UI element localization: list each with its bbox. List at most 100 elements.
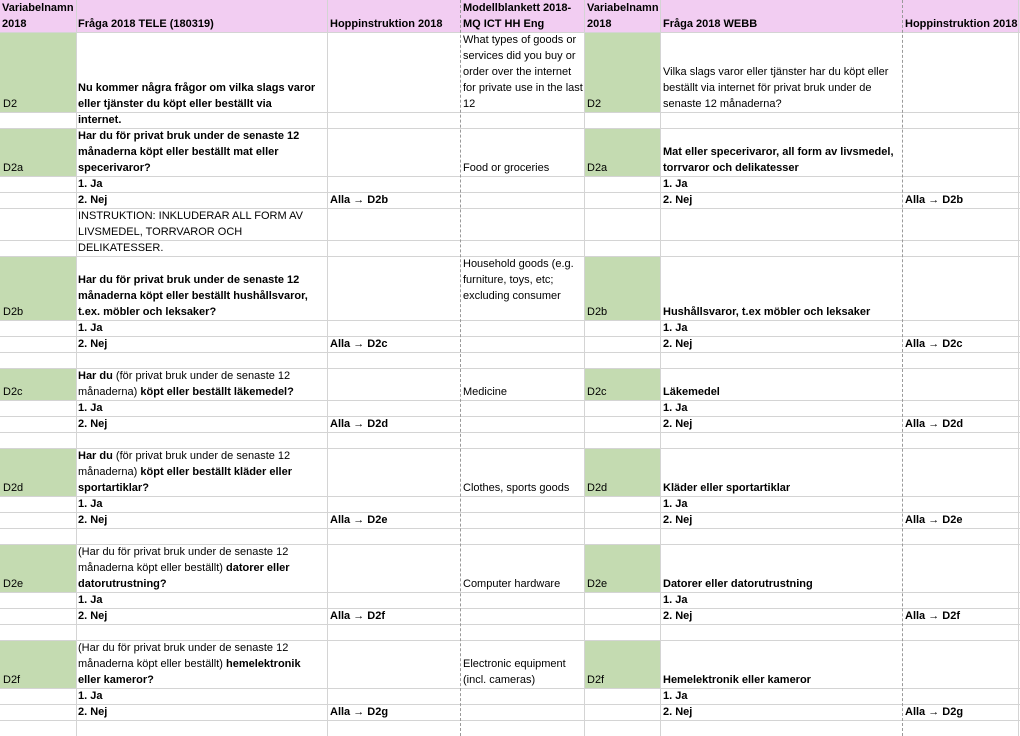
var-cell-bg bbox=[584, 32, 660, 112]
answer-option-ja: 1. Ja bbox=[78, 594, 103, 606]
var-name-tele: D2f bbox=[3, 674, 21, 686]
skip-instruction-tele: Alla → D2d bbox=[330, 418, 389, 430]
grid-row-line bbox=[0, 544, 1020, 545]
grid-row-line bbox=[0, 608, 1020, 609]
answer-option-nej: 2. Nej bbox=[663, 514, 693, 526]
skip-instruction-webb: Alla → D2d bbox=[905, 418, 964, 430]
question-text-tele: Har du (för privat bruk under de senaste… bbox=[78, 368, 318, 400]
answer-option-nej: 2. Nej bbox=[78, 194, 108, 206]
header-row-background bbox=[0, 0, 1020, 32]
grid-row-line bbox=[0, 448, 1020, 449]
var-name-tele: D2a bbox=[3, 162, 24, 174]
grid-row-line bbox=[0, 704, 1020, 705]
grid-col-line bbox=[76, 0, 77, 736]
grid-row-line bbox=[0, 640, 1020, 641]
grid-col-divider bbox=[902, 0, 903, 736]
question-core: datorer eller datorutrustning? bbox=[78, 562, 290, 590]
header-modellblankett: Modellblankett 2018- bbox=[463, 2, 572, 14]
question-text-tele: (Har du för privat bruk under de senaste… bbox=[78, 544, 318, 592]
answer-option-nej: 2. Nej bbox=[78, 418, 108, 430]
header-variabelnamn-tele: Variabelnamn bbox=[2, 2, 74, 14]
answer-option-nej: 2. Nej bbox=[663, 194, 693, 206]
var-name-tele: D2e bbox=[3, 578, 24, 590]
question-text-webb: Vilka slags varor eller tjänster har du … bbox=[663, 66, 889, 110]
var-name-webb: D2c bbox=[587, 386, 607, 398]
var-cell-bg bbox=[0, 448, 76, 496]
header-hopp-webb: Hoppinstruktion 2018 bbox=[905, 18, 1018, 30]
question-lead: Har du bbox=[78, 450, 116, 462]
question-text-tele: Har du för privat bruk under de senaste … bbox=[78, 130, 300, 174]
question-text-webb: Hushållsvaror, t.ex möbler och leksaker bbox=[663, 306, 871, 318]
var-name-webb: D2 bbox=[587, 98, 602, 110]
header-year-tele: 2018 bbox=[2, 18, 27, 30]
header-modellblankett-sub: MQ ICT HH Eng bbox=[463, 18, 545, 30]
skip-instruction-tele: Alla → D2c bbox=[330, 338, 388, 350]
question-text-tele: Nu kommer några frågor om vilka slags va… bbox=[78, 82, 316, 126]
grid-row-line bbox=[0, 432, 1020, 433]
interviewer-instruction: INSTRUKTION: INKLUDERAR ALL FORM AV LIVS… bbox=[78, 210, 303, 254]
answer-option-ja: 1. Ja bbox=[78, 498, 103, 510]
skip-instruction-webb: Alla → D2g bbox=[905, 706, 964, 718]
answer-option-nej: 2. Nej bbox=[78, 706, 108, 718]
var-cell-bg bbox=[0, 128, 76, 176]
grid-row-line bbox=[0, 592, 1020, 593]
header-variabelnamn-webb: Variabelnamn bbox=[587, 2, 659, 14]
var-name-webb: D2d bbox=[587, 482, 608, 494]
question-text-webb: Mat eller specerivaror, all form av livs… bbox=[663, 146, 894, 174]
question-text-webb: Hemelektronik eller kameror bbox=[663, 674, 811, 686]
answer-option-nej: 2. Nej bbox=[78, 338, 108, 350]
grid-row-line bbox=[0, 368, 1020, 369]
question-text-eng: Electronic equipment (incl. cameras) bbox=[463, 658, 566, 686]
question-parenthetical: (Har du för privat bruk under de senaste… bbox=[78, 642, 289, 670]
grid-row-line bbox=[0, 112, 1020, 113]
question-text-eng: Food or groceries bbox=[463, 162, 550, 174]
grid-row-line bbox=[0, 512, 1020, 513]
answer-option-ja: 1. Ja bbox=[663, 498, 688, 510]
skip-instruction-tele: Alla → D2e bbox=[330, 514, 388, 526]
question-text-eng: Clothes, sports goods bbox=[463, 482, 570, 494]
answer-option-ja: 1. Ja bbox=[663, 690, 688, 702]
answer-option-nej: 2. Nej bbox=[663, 418, 693, 430]
skip-instruction-webb: Alla → D2e bbox=[905, 514, 963, 526]
grid-row-line bbox=[0, 320, 1020, 321]
var-name-webb: D2f bbox=[587, 674, 605, 686]
grid-row-line bbox=[0, 688, 1020, 689]
question-text-eng: Household goods (e.g. furniture, toys, e… bbox=[463, 258, 574, 302]
grid-row-line bbox=[0, 176, 1020, 177]
answer-option-nej: 2. Nej bbox=[663, 706, 693, 718]
question-text-tele: Har du för privat bruk under de senaste … bbox=[78, 274, 308, 318]
var-name-webb: D2e bbox=[587, 578, 608, 590]
grid-row-line bbox=[0, 416, 1020, 417]
var-cell-bg bbox=[0, 32, 76, 112]
grid-row-line bbox=[0, 528, 1020, 529]
question-lead: Har du bbox=[78, 370, 116, 382]
header-fraga-webb: Fråga 2018 WEBB bbox=[663, 18, 758, 30]
var-cell-bg bbox=[584, 128, 660, 176]
answer-option-ja: 1. Ja bbox=[78, 178, 103, 190]
question-parenthetical: (för privat bruk under de senaste 12 mån… bbox=[78, 370, 291, 398]
answer-option-nej: 2. Nej bbox=[663, 338, 693, 350]
question-text-eng: Medicine bbox=[463, 386, 508, 398]
var-name-tele: D2 bbox=[3, 98, 18, 110]
question-text-tele: Har du (för privat bruk under de senaste… bbox=[78, 448, 318, 496]
question-text-eng: What types of goods or services did you … bbox=[463, 34, 583, 110]
skip-instruction-tele: Alla → D2g bbox=[330, 706, 389, 718]
var-cell-bg bbox=[0, 368, 76, 400]
grid-row-line bbox=[0, 256, 1020, 257]
grid-col-line bbox=[327, 0, 328, 736]
header-year-webb: 2018 bbox=[587, 18, 612, 30]
grid-row-line bbox=[0, 192, 1020, 193]
var-cell-bg bbox=[0, 256, 76, 320]
grid-row-line bbox=[0, 208, 1020, 209]
grid-row-line bbox=[0, 352, 1020, 353]
var-cell-bg bbox=[584, 256, 660, 320]
question-parenthetical: (Har du för privat bruk under de senaste… bbox=[78, 546, 289, 574]
grid-col-line bbox=[584, 0, 585, 736]
grid-col-line bbox=[660, 0, 661, 736]
answer-option-ja: 1. Ja bbox=[663, 178, 688, 190]
answer-option-ja: 1. Ja bbox=[663, 594, 688, 606]
question-core: köpt eller beställt läkemedel? bbox=[137, 386, 294, 398]
grid-row-line bbox=[0, 720, 1020, 721]
question-text-eng: Computer hardware bbox=[463, 578, 561, 590]
